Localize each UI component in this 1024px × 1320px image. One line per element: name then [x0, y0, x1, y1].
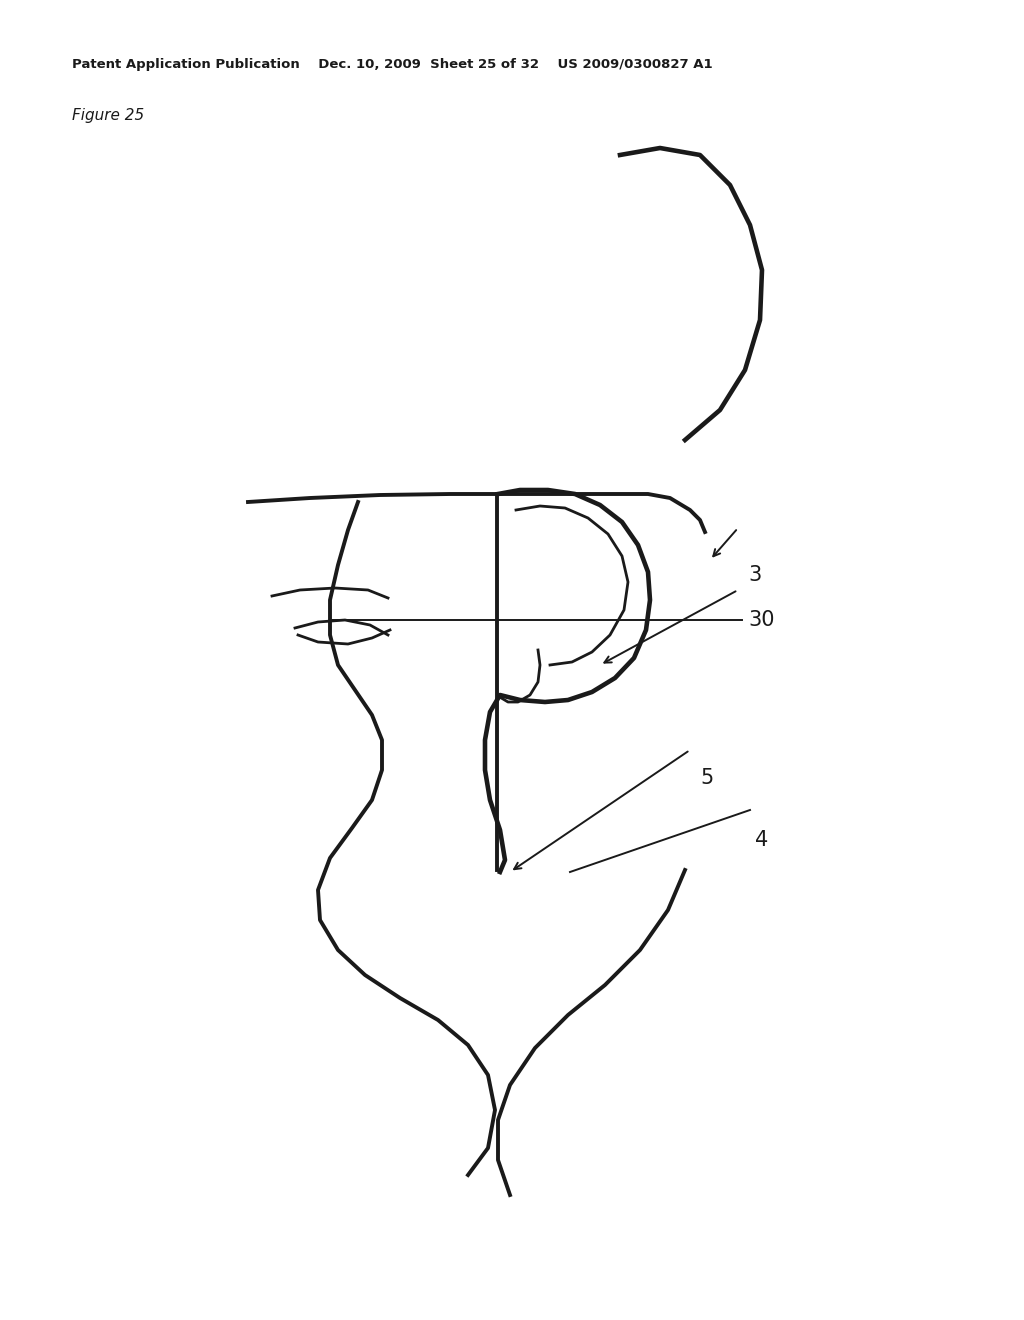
Text: Patent Application Publication    Dec. 10, 2009  Sheet 25 of 32    US 2009/03008: Patent Application Publication Dec. 10, …: [72, 58, 713, 71]
Text: 30: 30: [748, 610, 774, 630]
Text: 5: 5: [700, 768, 714, 788]
Text: Figure 25: Figure 25: [72, 108, 144, 123]
Text: 3: 3: [748, 565, 761, 585]
Text: 4: 4: [755, 830, 768, 850]
